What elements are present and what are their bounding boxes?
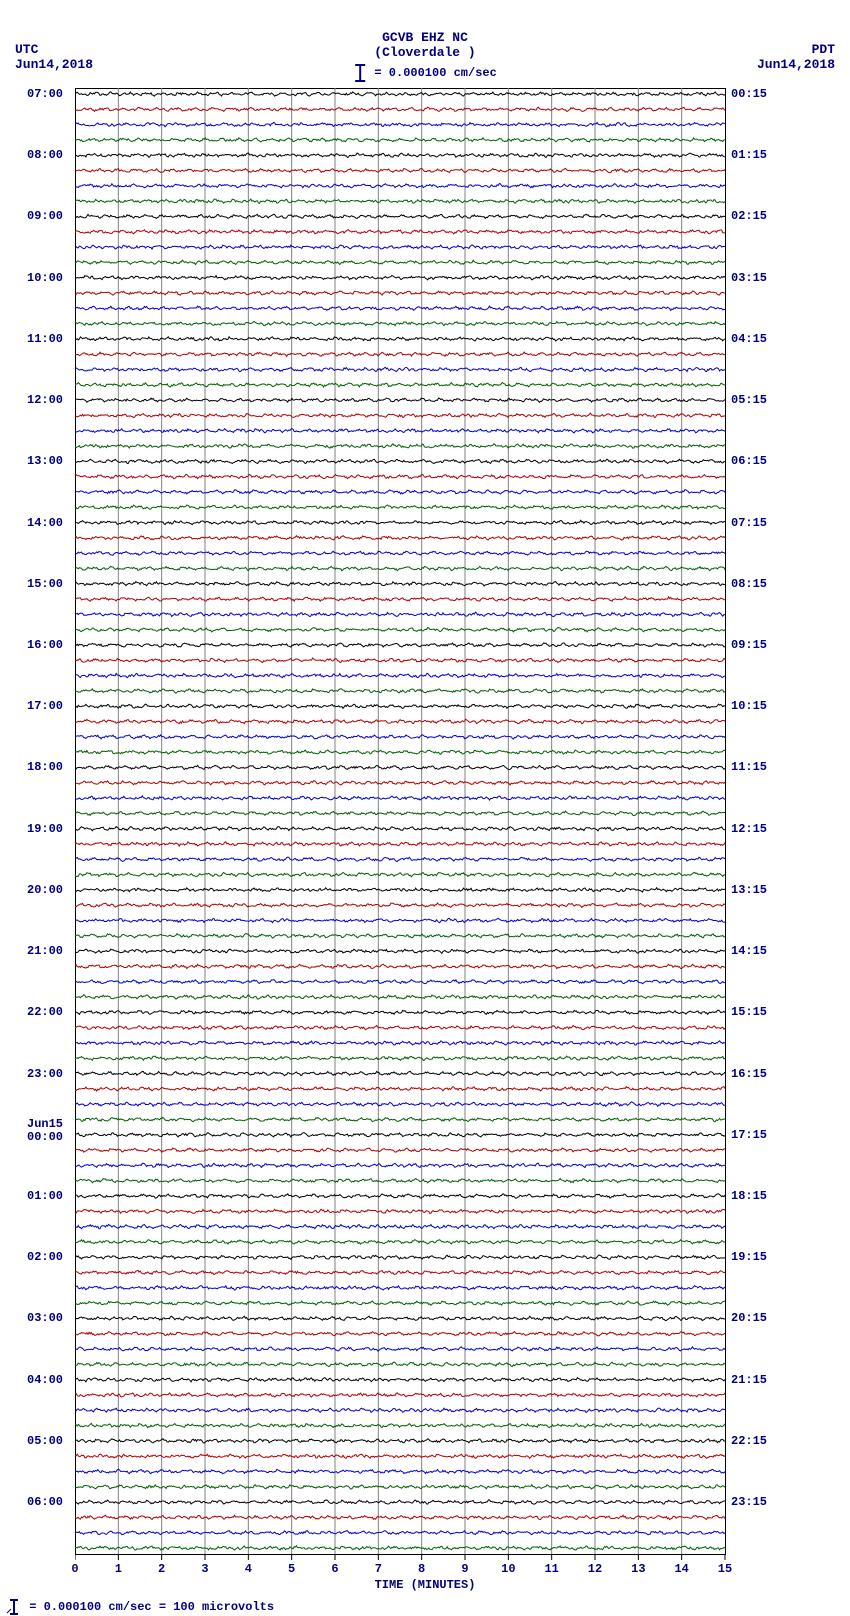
x-tick-11: 11: [544, 1562, 558, 1576]
x-tick-15: 15: [718, 1562, 732, 1576]
pdt-hour-0715: 07:15: [731, 516, 767, 530]
utc-hour-1600: 16:00: [27, 638, 63, 652]
x-tick-4: 4: [245, 1562, 252, 1576]
pdt-hour-1715: 17:15: [731, 1128, 767, 1142]
station-title-2: (Cloverdale ): [374, 45, 475, 60]
utc-hour-0100: 01:00: [27, 1189, 63, 1203]
utc-hour-0500: 05:00: [27, 1434, 63, 1448]
utc-hour-1900: 19:00: [27, 822, 63, 836]
pdt-hour-1115: 11:15: [731, 760, 767, 774]
pdt-hour-0115: 01:15: [731, 148, 767, 162]
pdt-hour-2015: 20:15: [731, 1311, 767, 1325]
x-tick-10: 10: [501, 1562, 515, 1576]
station-title-1: GCVB EHZ NC: [382, 30, 468, 45]
x-axis-title: TIME (MINUTES): [375, 1578, 476, 1592]
seismogram-figure: GCVB EHZ NC (Cloverdale ) = 0.000100 cm/…: [0, 0, 850, 1613]
utc-date: Jun14,2018: [15, 57, 93, 72]
utc-hour-2100: 21:00: [27, 944, 63, 958]
utc-hour-1700: 17:00: [27, 699, 63, 713]
footer-scale: = 0.000100 cm/sec = 100 microvolts: [4, 1598, 274, 1616]
x-tick-6: 6: [331, 1562, 338, 1576]
utc-hour-0800: 08:00: [27, 148, 63, 162]
utc-hour-0700: 07:00: [27, 87, 63, 101]
pdt-hour-2115: 21:15: [731, 1373, 767, 1387]
x-tick-12: 12: [588, 1562, 602, 1576]
x-tick-5: 5: [288, 1562, 295, 1576]
utc-hour-1800: 18:00: [27, 760, 63, 774]
utc-midnight-time: 00:00: [27, 1130, 63, 1144]
pdt-label: PDT: [812, 42, 835, 57]
pdt-hour-0615: 06:15: [731, 454, 767, 468]
pdt-hour-1915: 19:15: [731, 1250, 767, 1264]
x-tick-9: 9: [461, 1562, 468, 1576]
pdt-hour-0215: 02:15: [731, 209, 767, 223]
pdt-hour-2215: 22:15: [731, 1434, 767, 1448]
pdt-hour-0315: 03:15: [731, 271, 767, 285]
x-tick-3: 3: [201, 1562, 208, 1576]
utc-hour-1300: 13:00: [27, 454, 63, 468]
x-tick-14: 14: [674, 1562, 688, 1576]
utc-label: UTC: [15, 42, 38, 57]
pdt-hour-1815: 18:15: [731, 1189, 767, 1203]
x-tick-7: 7: [375, 1562, 382, 1576]
pdt-date: Jun14,2018: [757, 57, 835, 72]
seismogram-plot: [75, 88, 727, 1574]
header-scale: = 0.000100 cm/sec: [353, 63, 497, 83]
utc-hour-0900: 09:00: [27, 209, 63, 223]
utc-hour-0200: 02:00: [27, 1250, 63, 1264]
pdt-hour-0415: 04:15: [731, 332, 767, 346]
pdt-hour-0015: 00:15: [731, 87, 767, 101]
utc-hour-2300: 23:00: [27, 1067, 63, 1081]
utc-hour-2000: 20:00: [27, 883, 63, 897]
x-tick-8: 8: [418, 1562, 425, 1576]
utc-hour-1400: 14:00: [27, 516, 63, 530]
utc-hour-1100: 11:00: [27, 332, 63, 346]
pdt-hour-1615: 16:15: [731, 1067, 767, 1081]
pdt-hour-1415: 14:15: [731, 944, 767, 958]
pdt-hour-0515: 05:15: [731, 393, 767, 407]
pdt-hour-0915: 09:15: [731, 638, 767, 652]
pdt-hour-2315: 23:15: [731, 1495, 767, 1509]
footer-scale-text: = 0.000100 cm/sec = 100 microvolts: [29, 1600, 274, 1614]
pdt-hour-1515: 15:15: [731, 1005, 767, 1019]
x-tick-1: 1: [115, 1562, 122, 1576]
utc-hour-0300: 03:00: [27, 1311, 63, 1325]
pdt-hour-0815: 08:15: [731, 577, 767, 591]
utc-hour-0600: 06:00: [27, 1495, 63, 1509]
x-tick-2: 2: [158, 1562, 165, 1576]
header-scale-text: = 0.000100 cm/sec: [374, 66, 496, 80]
x-tick-0: 0: [71, 1562, 78, 1576]
x-tick-13: 13: [631, 1562, 645, 1576]
pdt-hour-1215: 12:15: [731, 822, 767, 836]
pdt-hour-1315: 13:15: [731, 883, 767, 897]
utc-hour-1200: 12:00: [27, 393, 63, 407]
pdt-hour-1015: 10:15: [731, 699, 767, 713]
utc-hour-0400: 04:00: [27, 1373, 63, 1387]
utc-hour-1000: 10:00: [27, 271, 63, 285]
utc-hour-1500: 15:00: [27, 577, 63, 591]
utc-midnight-date: Jun15: [27, 1117, 63, 1131]
utc-hour-2200: 22:00: [27, 1005, 63, 1019]
